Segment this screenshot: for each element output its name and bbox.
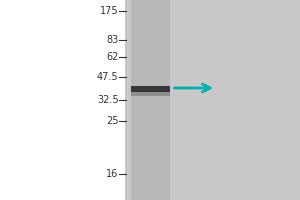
Bar [130,91,170,96]
Text: 83: 83 [106,35,118,45]
Text: 16: 16 [106,169,118,179]
Bar [130,0,170,200]
Text: 25: 25 [106,116,118,126]
Bar [124,0,300,200]
Text: 62: 62 [106,52,118,62]
Text: 175: 175 [100,6,118,16]
Text: 47.5: 47.5 [97,72,118,82]
Text: 32.5: 32.5 [97,95,118,105]
Bar [130,86,170,92]
